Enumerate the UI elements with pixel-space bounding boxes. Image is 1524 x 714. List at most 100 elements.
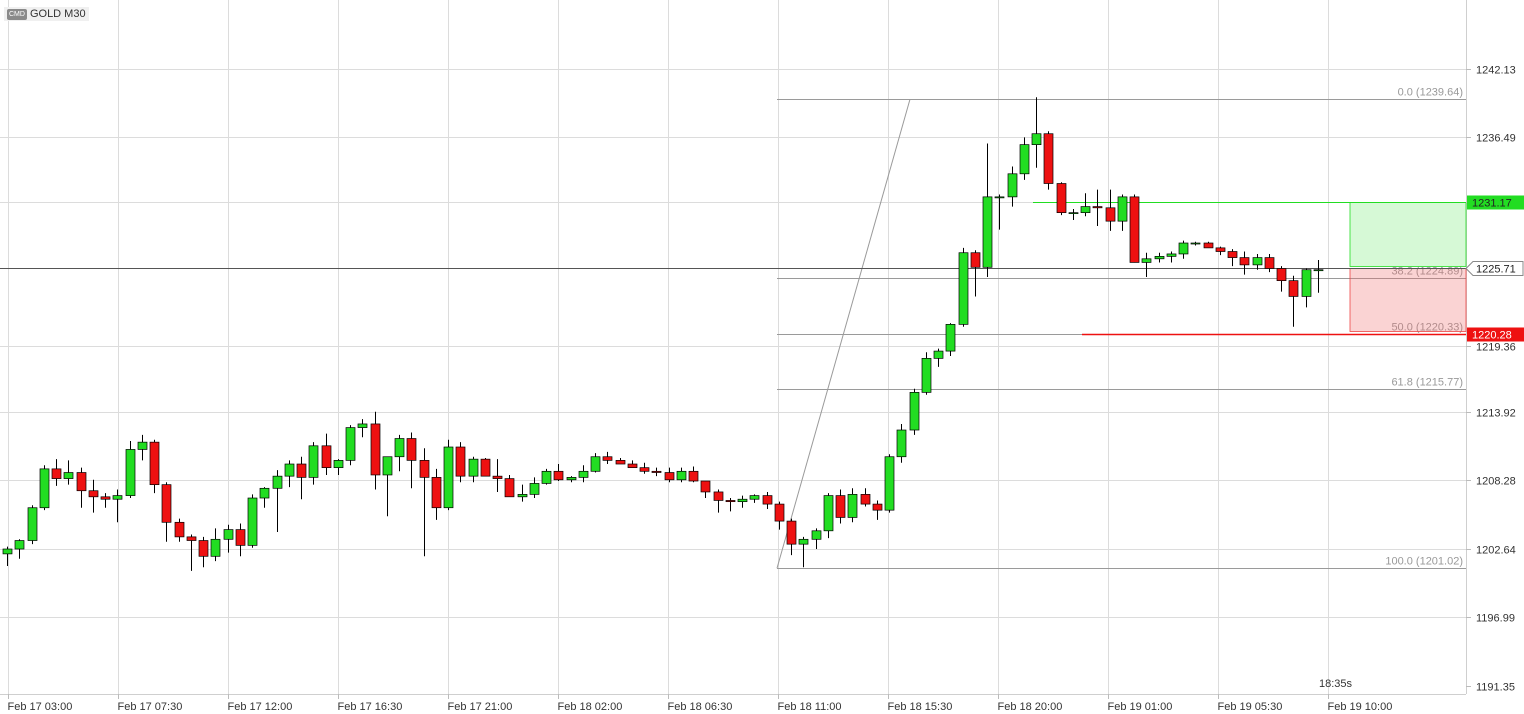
fib-level-label: 50.0 (1220.33) [1391, 322, 1463, 334]
candle-body [860, 494, 871, 505]
position-tool[interactable] [0, 202, 1467, 336]
candle-body [823, 495, 834, 532]
x-tick-label: Feb 17 21:00 [448, 701, 513, 713]
candle [308, 442, 319, 485]
candle [51, 459, 62, 486]
candle-body [590, 456, 601, 472]
axis-layer: 1242.13 1236.49 1231.17 1225.71 1219.36 1213.… [8, 65, 1524, 713]
candle-body [958, 252, 969, 325]
candle [615, 457, 626, 465]
candle-body [578, 470, 589, 478]
candle [1252, 253, 1263, 270]
take-profit-zone [1349, 202, 1467, 267]
candle-body [896, 429, 907, 458]
candle [1203, 241, 1214, 249]
y-tick-label: 1196.99 [1476, 613, 1515, 625]
candle [725, 498, 736, 512]
candle [198, 536, 209, 568]
candle [333, 459, 344, 475]
candle-body [884, 456, 895, 511]
candle [749, 494, 760, 503]
candle-body [419, 460, 430, 478]
candle-body [198, 540, 209, 557]
candle [1178, 240, 1189, 259]
candle [247, 494, 258, 548]
candle-body [627, 463, 638, 469]
candle-body [39, 468, 50, 509]
candle-body [798, 538, 809, 545]
candle-body [210, 538, 221, 557]
candle [321, 433, 332, 475]
stop-loss-tag: 1220.28 [1467, 327, 1524, 342]
candle [529, 477, 540, 499]
candle-body [1166, 253, 1177, 257]
y-tick-label: 1219.36 [1476, 342, 1516, 354]
x-tick-label: Feb 17 07:30 [118, 701, 183, 713]
candle-timer: 18:35s [1319, 678, 1353, 690]
candle [431, 468, 442, 520]
candle [970, 250, 981, 297]
candle [149, 439, 160, 494]
candle-body [615, 460, 626, 465]
candle-body [1301, 269, 1312, 297]
candle-body [970, 252, 981, 268]
candle-body [112, 495, 123, 500]
candle [76, 467, 87, 508]
candle [480, 457, 491, 477]
candle-body [909, 392, 920, 431]
candle-body [1129, 196, 1140, 263]
candle-body [945, 324, 956, 352]
candle-body [1215, 247, 1226, 252]
candle-body [137, 441, 148, 450]
candle [835, 489, 846, 524]
candle-body [149, 441, 160, 486]
candle [394, 434, 405, 472]
candle [700, 480, 711, 499]
candle [2, 546, 13, 567]
candle [553, 464, 564, 482]
stop-loss-zone [1349, 268, 1467, 332]
symbol-name: GOLD M30 [29, 8, 86, 20]
candle-body [14, 540, 25, 550]
candle [664, 467, 675, 483]
candle-body [1007, 173, 1018, 198]
candle [1276, 266, 1287, 292]
candle-body [835, 495, 846, 518]
candle [1129, 194, 1140, 263]
candle-body [186, 536, 197, 541]
candle-body [1288, 280, 1299, 297]
candle [259, 487, 270, 508]
candle [860, 488, 871, 507]
candle-body [933, 350, 944, 359]
candle [382, 456, 393, 517]
candle [651, 467, 662, 477]
candle [786, 518, 797, 556]
candle [921, 352, 932, 395]
candle [406, 432, 417, 489]
candle [517, 484, 528, 502]
fib-trend-line [776, 99, 911, 569]
symbol-label[interactable]: CMD GOLD M30 [4, 7, 89, 21]
candle-body [1092, 206, 1103, 209]
candle [823, 493, 834, 539]
x-tick-label: Feb 17 03:00 [8, 701, 73, 713]
candle [676, 467, 687, 483]
candle-body [1154, 256, 1165, 260]
candle-body [406, 438, 417, 461]
x-tick-label: Feb 18 11:00 [778, 701, 842, 713]
candle-series [2, 97, 1324, 571]
current-price-tag: 1225.71 [1465, 261, 1524, 276]
candle [1215, 246, 1226, 256]
candle [161, 482, 172, 542]
candle [945, 323, 956, 356]
take-profit-tag-bg [1467, 195, 1524, 210]
candle [994, 194, 1005, 230]
candle-body [1019, 144, 1030, 175]
candle-body [308, 445, 319, 478]
candle-body [553, 470, 564, 481]
x-tick-label: Feb 18 02:00 [558, 701, 623, 713]
candle-body [321, 445, 332, 469]
candle [1117, 194, 1128, 231]
candle-body [370, 423, 381, 476]
